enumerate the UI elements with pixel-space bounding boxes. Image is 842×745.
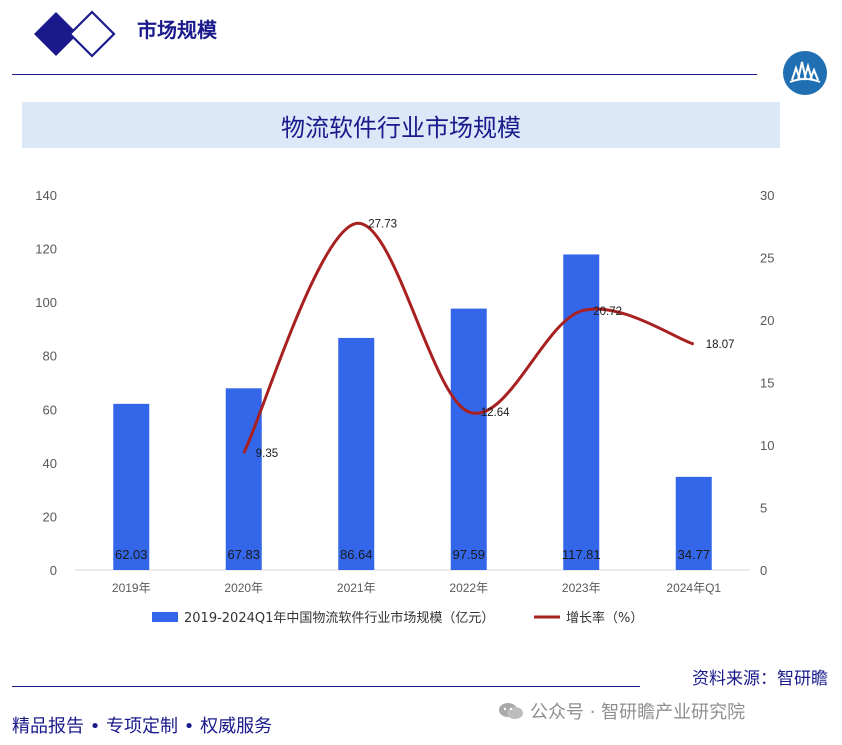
bar: [338, 337, 375, 570]
watermark-text: 公众号 · 智研瞻产业研究院: [530, 702, 746, 723]
bar-data-label: 34.77: [677, 547, 710, 562]
source-note: 资料来源：智研瞻: [692, 669, 828, 689]
y-left-tick-label: 40: [43, 456, 57, 471]
logo-diamond-filled: [34, 12, 78, 56]
y-left-tick-label: 60: [43, 402, 57, 417]
y-left-tick-label: 80: [43, 349, 57, 364]
line-data-label: 18.07: [706, 339, 735, 351]
growth-rate-line: [242, 221, 695, 454]
bar: [563, 254, 600, 570]
legend-bar-label: 2019-2024Q1年中国物流软件行业市场规模（亿元）: [184, 610, 494, 626]
chart-title-bar: 物流软件行业市场规模: [22, 102, 780, 148]
chart-title: 物流软件行业市场规模: [281, 113, 521, 142]
y-right-tick-label: 30: [760, 188, 774, 203]
x-tick-label: 2022年: [449, 581, 488, 595]
brand-logo: [34, 10, 116, 58]
y-right-tick-label: 20: [760, 313, 774, 328]
legend-bar-swatch: [152, 612, 178, 622]
bar: [675, 476, 712, 570]
y-left-tick-label: 120: [35, 242, 57, 257]
y-left-tick-label: 20: [43, 509, 57, 524]
bar-data-label: 67.83: [227, 547, 260, 562]
line-data-label: 20.72: [593, 306, 622, 318]
section-title: 市场规模: [137, 18, 217, 42]
line-data-label: 12.64: [481, 407, 510, 419]
line-data-label: 27.73: [368, 218, 397, 230]
bar: [225, 388, 262, 570]
x-tick-label: 2019年: [112, 581, 151, 595]
logo-diamond-outline: [68, 10, 116, 58]
bar-data-label: 97.59: [452, 547, 485, 562]
combo-chart: 0 20 40 60 80 100 120 140 0 5 10 15 20 25 30 2019年 62.03…: [35, 188, 774, 626]
x-tick-label: 2021年: [337, 581, 376, 595]
bar: [450, 308, 487, 570]
y-right-tick-label: 0: [760, 563, 767, 578]
bar: [113, 403, 150, 570]
footer-tags: 精品报告 • 专项定制 • 权威服务: [12, 716, 273, 737]
y-left-tick-label: 100: [35, 295, 57, 310]
bottom-divider: [12, 686, 640, 687]
wechat-icon: [499, 703, 523, 719]
y-left-tick-label: 0: [50, 563, 57, 578]
y-right-tick-label: 10: [760, 438, 774, 453]
bar-data-label: 117.81: [562, 547, 601, 562]
y-right-tick-label: 15: [760, 376, 774, 391]
x-tick-label: 2024年Q1: [666, 581, 721, 595]
watermark: 公众号 · 智研瞻产业研究院: [498, 698, 745, 724]
bar-data-label: 62.03: [115, 547, 148, 562]
brand-badge-icon: [783, 51, 827, 95]
x-tick-label: 2020年: [224, 581, 263, 595]
line-data-label: 9.35: [256, 448, 278, 460]
bar-data-label: 86.64: [340, 547, 373, 562]
y-right-tick-label: 5: [760, 501, 767, 516]
y-left-tick-label: 140: [35, 188, 57, 203]
y-right-tick-label: 25: [760, 251, 774, 266]
top-divider: [12, 74, 757, 75]
x-tick-label: 2023年: [562, 581, 601, 595]
legend-line-label: 增长率（%）: [566, 610, 643, 626]
